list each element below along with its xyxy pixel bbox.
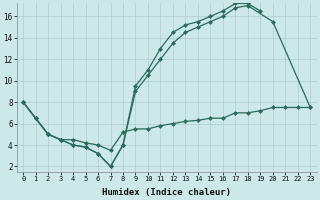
X-axis label: Humidex (Indice chaleur): Humidex (Indice chaleur)	[102, 188, 231, 197]
